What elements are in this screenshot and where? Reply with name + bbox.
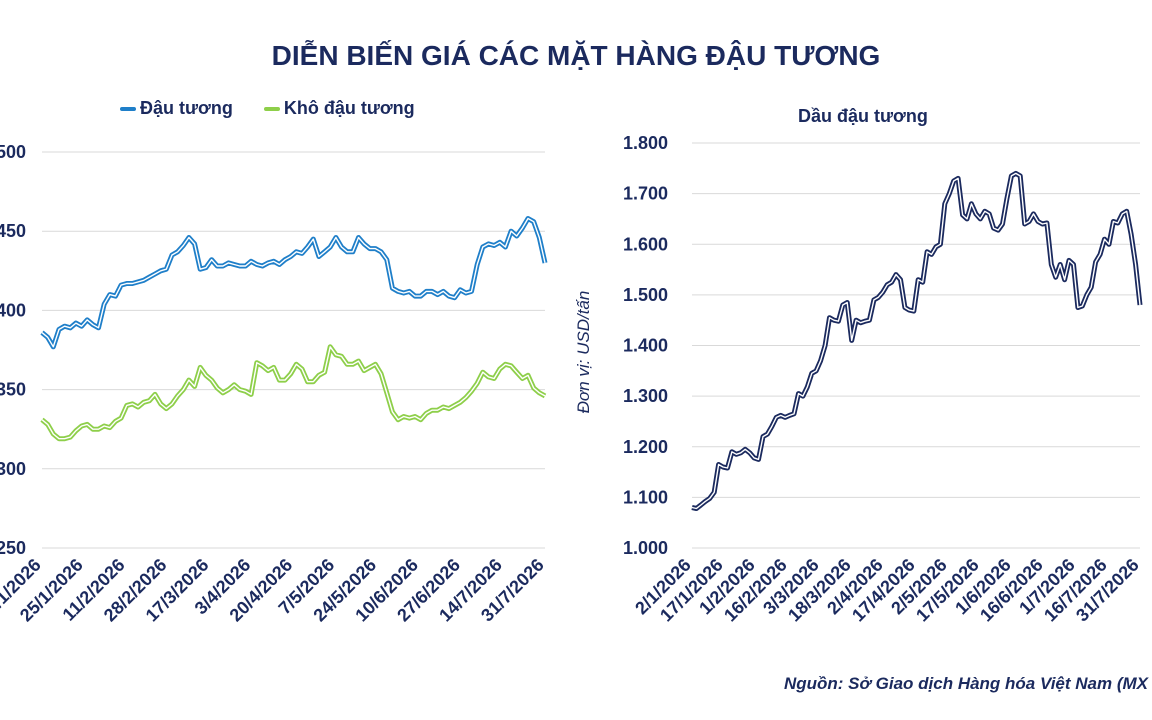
legend-item-soybean: Đậu tương xyxy=(120,98,233,119)
y-tick-label: 1.400 xyxy=(623,336,668,356)
y-tick-label: 1.300 xyxy=(623,386,668,406)
y-tick-label: 250 xyxy=(0,538,26,558)
legend-swatch-soybean-meal xyxy=(263,107,280,112)
y-tick-label: 300 xyxy=(0,459,26,479)
y-tick-label: 1.600 xyxy=(623,234,668,254)
source-note: Nguồn: Sở Giao dịch Hàng hóa Việt Nam (M… xyxy=(783,674,1148,693)
y-tick-label: 1.700 xyxy=(623,184,668,204)
y-tick-label: 1.800 xyxy=(623,133,668,153)
legend-swatch-soybean xyxy=(120,107,136,112)
y-axis-label: Đơn vị: USD/tấn xyxy=(574,291,593,414)
y-tick-label: 500 xyxy=(0,142,26,162)
legend-item-soybean-meal: Khô đậu tương xyxy=(263,98,415,119)
series-line-inner xyxy=(691,172,1141,510)
y-tick-label: 1.100 xyxy=(623,487,668,507)
page-title: DIỄN BIẾN GIÁ CÁC MẶT HÀNG ĐẬU TƯƠNG xyxy=(271,40,881,71)
y-tick-label: 1.000 xyxy=(623,538,668,558)
series-line-inner xyxy=(41,217,546,348)
y-tick-label: 350 xyxy=(0,380,26,400)
y-tick-label: 450 xyxy=(0,221,26,241)
series-line-inner xyxy=(41,346,546,440)
legend-label-soybean: Đậu tương xyxy=(140,98,233,118)
y-tick-label: 400 xyxy=(0,300,26,320)
oil-chart-title: Dầu đậu tương xyxy=(798,106,928,126)
legend-label-soybean-meal: Khô đậu tương xyxy=(283,98,415,118)
soybean-price-chart: 5004504003503002508/1/202625/1/202611/2/… xyxy=(0,142,548,625)
y-tick-label: 1.200 xyxy=(623,437,668,457)
chart-legend: Đậu tương Khô đậu tương xyxy=(120,98,441,119)
y-tick-label: 1.500 xyxy=(623,285,668,305)
